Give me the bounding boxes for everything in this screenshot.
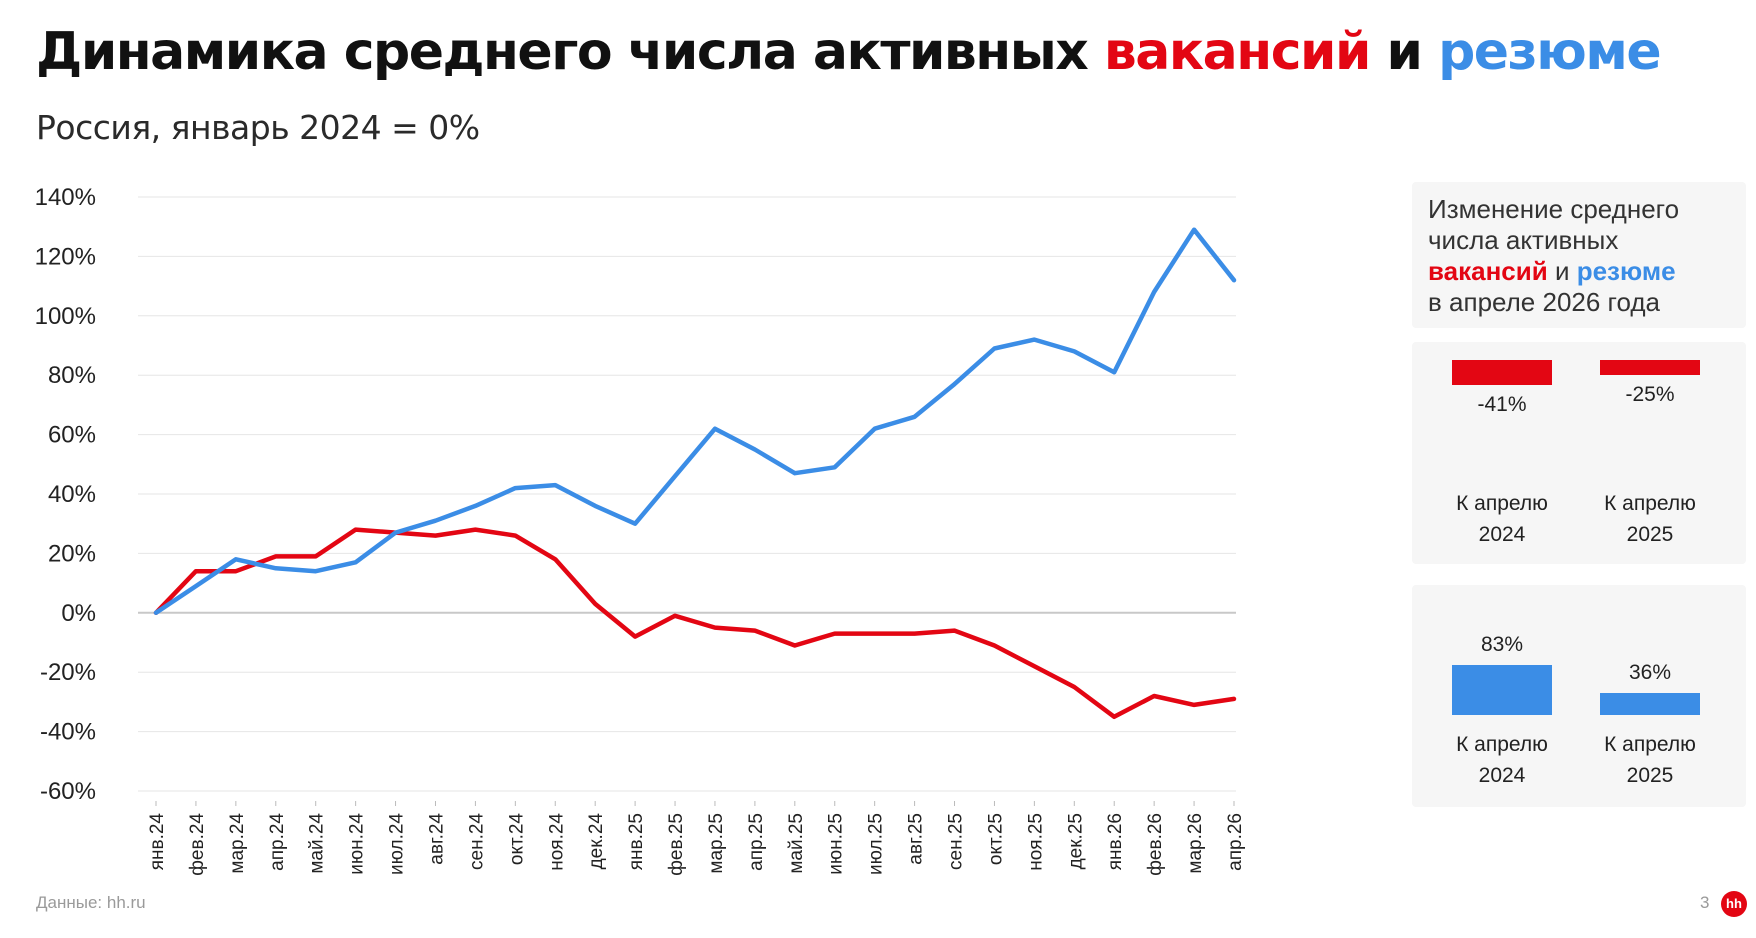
x-tick-label: апр.26 xyxy=(1225,813,1246,871)
x-tick-label: авг.24 xyxy=(426,813,447,865)
x-tick-label: июн.24 xyxy=(347,813,368,875)
x-tick-label: дек.25 xyxy=(1065,813,1086,869)
x-tick-label: июл.25 xyxy=(866,813,887,875)
x-tick-label: фев.26 xyxy=(1145,813,1166,876)
x-tick-label: авг.25 xyxy=(906,813,927,865)
chart-grid xyxy=(138,196,1236,792)
change-bar xyxy=(1452,360,1552,385)
title-text: Динамика среднего числа активных xyxy=(36,22,1104,82)
legend-line-3: вакансий и резюме xyxy=(1428,256,1730,287)
bar-period-label: К апрелю 2024 xyxy=(1432,488,1572,550)
x-tick-label: мар.24 xyxy=(227,813,248,874)
bar-period-year: 2024 xyxy=(1478,523,1526,546)
x-tick-label: мар.26 xyxy=(1185,813,1206,874)
source-note: Данные: hh.ru xyxy=(36,893,146,912)
change-bar xyxy=(1452,665,1552,715)
x-tick-label: янв.26 xyxy=(1105,813,1126,870)
x-tick-label: июл.24 xyxy=(387,813,408,875)
legend-line-2: числа активных xyxy=(1428,225,1619,255)
legend-and: и xyxy=(1547,256,1577,286)
line-chart: 140% 120% 100% 80% 60% 40% 20% 0% -20% -40% -60% я… xyxy=(35,184,1246,876)
y-tick-label: 140% xyxy=(35,184,96,211)
legend-resumes: резюме xyxy=(1576,256,1676,286)
y-tick-label: 0% xyxy=(61,600,96,627)
bar-period-label: К апрелю 2025 xyxy=(1580,488,1720,550)
legend-panel: Изменение среднего числа активных ваканс… xyxy=(1412,182,1746,328)
bar-value-label: 83% xyxy=(1480,633,1524,657)
legend-line-4: в апреле 2026 года xyxy=(1428,287,1660,317)
x-tick-label: апр.25 xyxy=(746,813,767,871)
change-bar xyxy=(1600,693,1700,715)
resume-change-panel: 83% К апрелю 2024 36% К апрелю 2025 xyxy=(1412,585,1746,807)
bar-value-label: -25% xyxy=(1625,383,1675,406)
bar-period-year: 2025 xyxy=(1626,764,1674,787)
y-tick-label: -60% xyxy=(40,778,96,805)
x-tick-label: окт.25 xyxy=(985,813,1006,865)
title-resumes: резюме xyxy=(1438,22,1662,82)
bar-period-label: К апрелю 2025 xyxy=(1580,729,1720,791)
x-tick-label: май.24 xyxy=(307,813,328,874)
legend-line-1: Изменение среднего xyxy=(1428,194,1680,224)
bar-period-line: К апрелю xyxy=(1604,733,1696,756)
y-tick-label: -40% xyxy=(40,719,96,746)
vacancy-change-panel: -41% К апрелю 2024 -25% К апрелю 2025 xyxy=(1412,342,1746,564)
y-tick-label: 120% xyxy=(35,243,96,270)
vacancies-line xyxy=(153,527,1237,720)
bar-period-line: К апрелю xyxy=(1456,492,1548,515)
x-tick-label: янв.24 xyxy=(147,813,168,871)
y-tick-label: 80% xyxy=(48,362,96,389)
bar-period-label: К апрелю 2024 xyxy=(1432,729,1572,791)
y-tick-label: 60% xyxy=(48,422,96,449)
y-axis: 140% 120% 100% 80% 60% 40% 20% 0% -20% -40% -60% xyxy=(35,184,96,805)
bar-period-year: 2024 xyxy=(1478,764,1526,787)
x-tick-label: мар.25 xyxy=(706,813,727,874)
bar-value-label: 36% xyxy=(1628,661,1672,685)
x-tick-label: ноя.24 xyxy=(546,813,567,871)
bar-period-year: 2025 xyxy=(1626,523,1674,546)
bar-period-line: К апрелю xyxy=(1604,492,1696,515)
bar-period-line: К апрелю xyxy=(1456,733,1548,756)
bar-value-label: -41% xyxy=(1477,392,1527,416)
page-title: Динамика среднего числа активных ваканси… xyxy=(36,22,1662,82)
x-tick-label: фев.25 xyxy=(666,813,687,876)
resumes-line xyxy=(153,227,1237,616)
subtitle: Россия, январь 2024 = 0% xyxy=(36,108,480,147)
x-tick-label: сен.24 xyxy=(466,813,487,870)
y-tick-label: -20% xyxy=(40,659,96,686)
series-lines xyxy=(153,227,1237,720)
x-tick-label: дек.24 xyxy=(586,813,607,870)
x-tick-label: фев.24 xyxy=(187,813,208,876)
title-vacancies: вакансий xyxy=(1103,22,1372,82)
title-and: и xyxy=(1369,22,1439,82)
y-tick-label: 20% xyxy=(48,540,96,567)
page-number: 3 xyxy=(1700,893,1710,912)
y-tick-label: 40% xyxy=(48,481,96,508)
x-tick-label: май.25 xyxy=(786,813,807,874)
x-tick-label: сен.25 xyxy=(946,813,967,870)
x-tick-label: янв.25 xyxy=(626,813,647,870)
y-tick-label: 100% xyxy=(35,303,96,330)
x-tick-label: апр.24 xyxy=(267,813,288,871)
hh-logo: hh xyxy=(1721,891,1747,917)
legend-vacancies: вакансий xyxy=(1428,256,1548,286)
x-tick-label: июн.25 xyxy=(826,813,847,875)
x-axis: янв.24 фев.24 мар.24 апр.24 май.24 июн.24 июл.… xyxy=(147,801,1246,876)
x-tick-label: ноя.25 xyxy=(1025,813,1046,871)
x-tick-label: окт.24 xyxy=(506,813,527,866)
change-bar xyxy=(1600,360,1700,375)
